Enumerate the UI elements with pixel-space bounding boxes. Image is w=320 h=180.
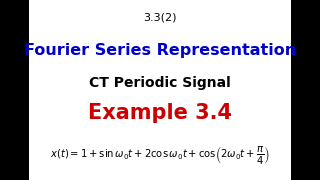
- Text: Example 3.4: Example 3.4: [88, 103, 232, 123]
- Text: 3.3(2): 3.3(2): [143, 13, 177, 23]
- Text: CT Periodic Signal: CT Periodic Signal: [89, 76, 231, 90]
- Text: Fourier Series Representation: Fourier Series Representation: [24, 43, 296, 58]
- Text: $x(t) = 1 + \sin\omega_0 t + 2\cos\omega_0 t + \cos\!\left(2\omega_0 t + \dfrac{: $x(t) = 1 + \sin\omega_0 t + 2\cos\omega…: [50, 144, 270, 166]
